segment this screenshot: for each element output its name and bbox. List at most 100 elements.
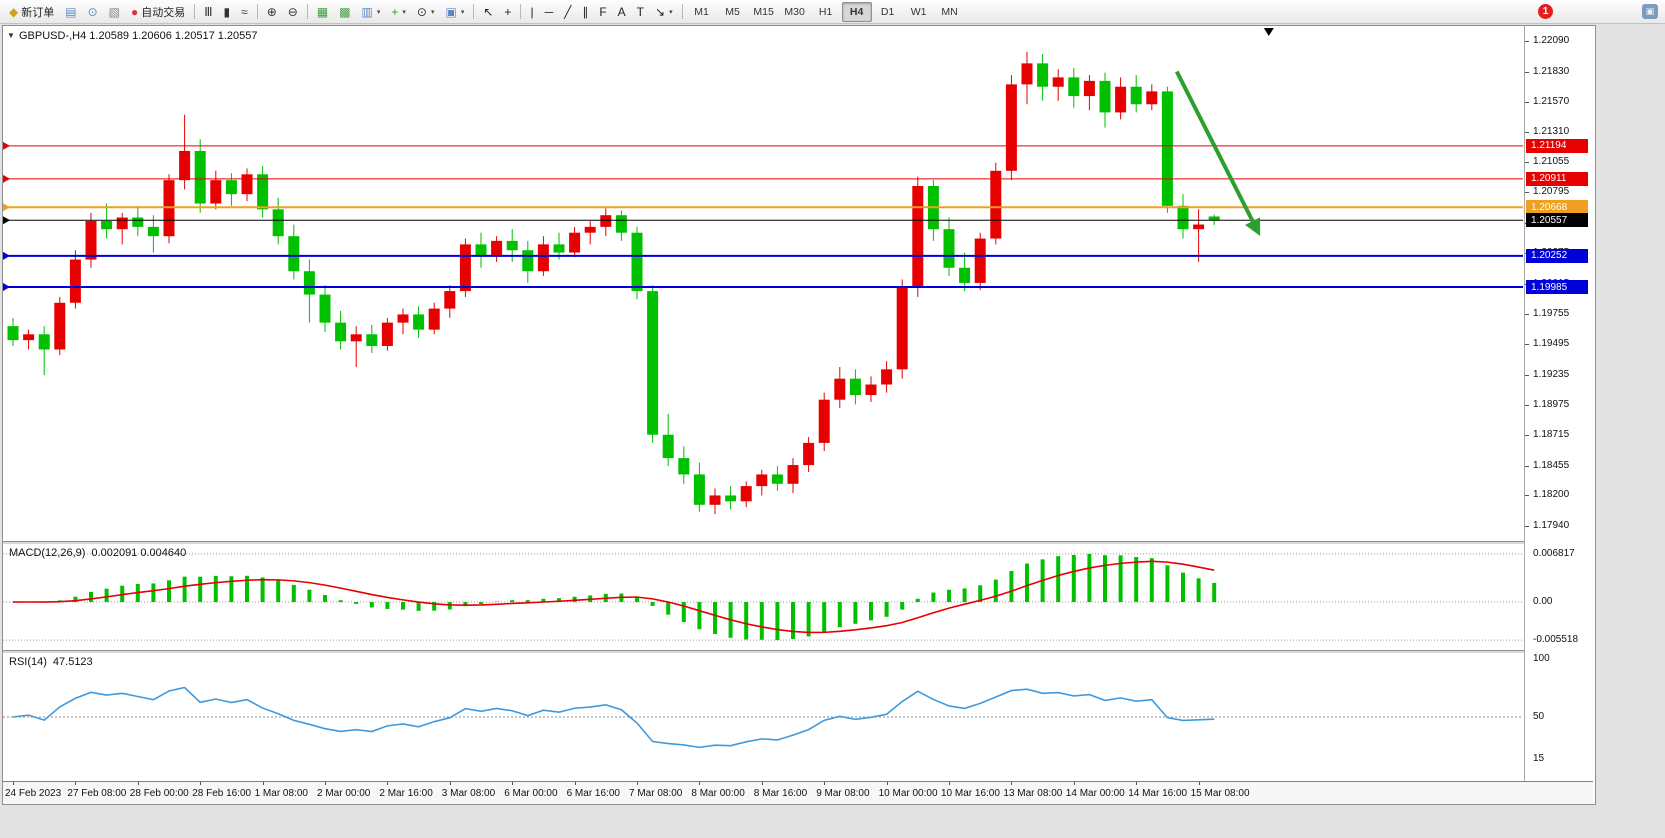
price-tick-label: 1.17940 [1533, 519, 1570, 531]
timeframe-button-d1[interactable]: D1 [880, 5, 895, 18]
notification-badge[interactable]: 1 [1538, 4, 1553, 19]
autotrading-icon: ● [130, 4, 139, 19]
time-tick-mark [824, 782, 826, 785]
fibonacci-button[interactable]: F [594, 1, 611, 22]
time-tick-mark [200, 782, 202, 785]
candle [725, 495, 737, 502]
cursor-button[interactable]: ↖ [478, 1, 498, 22]
rsi-panel[interactable]: RSI(14) 47.5123 [3, 653, 1523, 781]
candle [1115, 86, 1127, 113]
time-tick-mark [137, 782, 139, 785]
time-axis-label: 6 Mar 16:00 [566, 788, 620, 799]
candle [397, 314, 409, 323]
plugin-icon[interactable]: ▣ [1642, 4, 1658, 19]
timeframe-button-m15[interactable]: M15 [753, 5, 774, 18]
new-order-button[interactable]: ◆ 新订单 [4, 1, 59, 22]
main-chart-panel[interactable]: ▼ GBPUSD-,H4 1.20589 1.20606 1.20517 1.2… [3, 26, 1523, 541]
navigator-button[interactable]: ▧ [104, 1, 125, 22]
price-tick-label: 1.20795 [1533, 186, 1570, 198]
macd-chart[interactable] [3, 544, 1523, 650]
toolbar: ◆ 新订单 ▤ ⊙ ▧ ● 自动交易 Ⅲ ▮ ≈ ⊕ ⊖ ▦ ▩ ▥ ▾ + ▾ ⊙ ▾ ▣ ▾ ↖ + | ─ ╱ ∥ F A T ↘ ▾ M1… [0, 0, 1665, 24]
timeframe-button-w1[interactable]: W1 [910, 5, 927, 18]
time-axis-label: 6 Mar 00:00 [504, 788, 558, 799]
macd-scale-label: 0.006817 [1533, 547, 1575, 559]
strategy-tester-icon: ▩ [339, 4, 351, 19]
vline-button[interactable]: | [525, 1, 538, 22]
autotrading-button[interactable]: ● 自动交易 [126, 1, 190, 22]
candle [537, 244, 549, 272]
crosshair-icon: + [504, 4, 512, 19]
timeframe-button-h4[interactable]: H4 [841, 1, 872, 22]
periods-button[interactable]: ⊙ ▾ [412, 1, 440, 22]
hline-button[interactable]: ─ [540, 1, 559, 22]
chart-shift-marker[interactable] [1263, 28, 1274, 36]
candle [912, 185, 924, 288]
panel-separator[interactable] [3, 650, 1593, 653]
price-tick-mark [1525, 374, 1529, 376]
price-tick-mark [1525, 465, 1529, 467]
crosshair-button[interactable]: + [499, 1, 516, 22]
time-tick-mark [13, 782, 14, 785]
arrows-button[interactable]: ↘ ▾ [650, 1, 678, 22]
candlestick-chart[interactable] [3, 26, 1523, 541]
zoom-in-button[interactable]: ⊕ [262, 1, 282, 22]
candle [647, 291, 659, 435]
price-tick-label: 1.21055 [1533, 156, 1570, 168]
time-axis-label: 14 Mar 16:00 [1128, 788, 1188, 799]
text-label-icon: T [636, 4, 645, 19]
macd-panel[interactable]: MACD(12,26,9) 0.002091 0.004640 [3, 544, 1523, 650]
one-click-trading-toggle[interactable]: ▼ [7, 31, 15, 40]
level-left-marker [3, 216, 10, 225]
indicators-button[interactable]: + ▾ [386, 1, 411, 22]
panel-separator[interactable] [3, 541, 1593, 544]
trend-arrow-object[interactable] [1174, 70, 1261, 237]
time-tick-mark [449, 782, 451, 785]
market-watch-button[interactable]: ▤ [60, 1, 81, 22]
time-axis-label: 10 Mar 00:00 [878, 788, 938, 799]
price-tick-mark [1525, 132, 1529, 134]
candle [662, 434, 674, 459]
channel-button[interactable]: ∥ [577, 1, 593, 22]
time-axis-label: 14 Mar 00:00 [1065, 788, 1125, 799]
rsi-scale-label: 15 [1533, 753, 1545, 764]
rsi-chart[interactable] [3, 653, 1523, 781]
strategy-tester-button[interactable]: ▩ [334, 1, 355, 22]
timeframe-button-m1[interactable]: M1 [694, 5, 709, 18]
timeframe-button-m30[interactable]: M30 [784, 5, 805, 18]
data-window-button[interactable]: ⊙ [83, 1, 103, 22]
candle [959, 267, 971, 283]
candle [615, 215, 627, 233]
timeframe-button-m5[interactable]: M5 [725, 5, 740, 18]
zoom-out-button[interactable]: ⊖ [283, 1, 303, 22]
candle [709, 495, 721, 505]
candles-chart-button[interactable]: ▮ [219, 1, 236, 22]
candle [631, 232, 643, 292]
new-chart-button[interactable]: ▥ ▾ [357, 1, 386, 22]
tile-windows-button[interactable]: ▦ [312, 1, 333, 22]
candle [366, 334, 378, 346]
text-button[interactable]: A [613, 1, 631, 22]
toolbar-separator [306, 4, 308, 19]
time-axis[interactable]: 24 Feb 2023 27 Feb 08:00 28 Feb 00:00 28 Fe… [3, 781, 1593, 804]
line-chart-button[interactable]: ≈ [236, 1, 253, 22]
candle [1052, 77, 1064, 87]
candle [1193, 224, 1205, 230]
candle [54, 302, 66, 350]
candle [756, 474, 768, 487]
label-button[interactable]: T [632, 1, 649, 22]
time-axis-label: 9 Mar 08:00 [816, 788, 870, 799]
time-axis-label: 15 Mar 08:00 [1190, 788, 1250, 799]
price-scale[interactable]: 1.22090 1.21830 1.21570 1.21310 1.21055 1.207… [1524, 26, 1593, 781]
price-tick-mark [1525, 71, 1529, 73]
timeframe-button-mn[interactable]: MN [941, 5, 958, 18]
candle [787, 465, 799, 484]
toolbar-separator [681, 4, 683, 19]
candle [1161, 91, 1173, 206]
candle [506, 240, 518, 251]
candle [381, 322, 393, 346]
trendline-button[interactable]: ╱ [559, 1, 576, 22]
candle [179, 150, 191, 181]
bars-chart-button[interactable]: Ⅲ [199, 1, 217, 22]
timeframe-button-h1[interactable]: H1 [818, 5, 833, 18]
templates-button[interactable]: ▣ ▾ [441, 1, 470, 22]
